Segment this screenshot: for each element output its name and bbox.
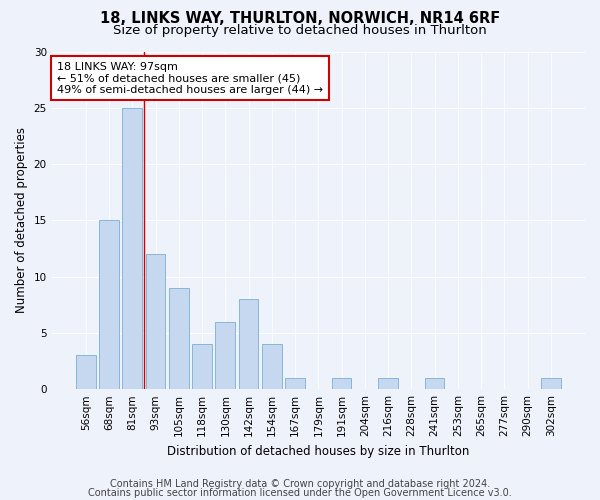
Bar [332, 378, 352, 389]
Bar [239, 299, 259, 389]
Bar [99, 220, 119, 389]
Text: 18 LINKS WAY: 97sqm
← 51% of detached houses are smaller (45)
49% of semi-detach: 18 LINKS WAY: 97sqm ← 51% of detached ho… [57, 62, 323, 95]
Bar [541, 378, 561, 389]
Text: 18, LINKS WAY, THURLTON, NORWICH, NR14 6RF: 18, LINKS WAY, THURLTON, NORWICH, NR14 6… [100, 11, 500, 26]
Bar [285, 378, 305, 389]
Bar [378, 378, 398, 389]
Bar [169, 288, 188, 389]
Bar [425, 378, 445, 389]
Text: Contains HM Land Registry data © Crown copyright and database right 2024.: Contains HM Land Registry data © Crown c… [110, 479, 490, 489]
Text: Size of property relative to detached houses in Thurlton: Size of property relative to detached ho… [113, 24, 487, 37]
Y-axis label: Number of detached properties: Number of detached properties [15, 128, 28, 314]
Bar [146, 254, 166, 389]
Bar [215, 322, 235, 389]
Bar [76, 356, 95, 389]
X-axis label: Distribution of detached houses by size in Thurlton: Distribution of detached houses by size … [167, 444, 470, 458]
Bar [192, 344, 212, 389]
Bar [122, 108, 142, 389]
Bar [262, 344, 282, 389]
Text: Contains public sector information licensed under the Open Government Licence v3: Contains public sector information licen… [88, 488, 512, 498]
